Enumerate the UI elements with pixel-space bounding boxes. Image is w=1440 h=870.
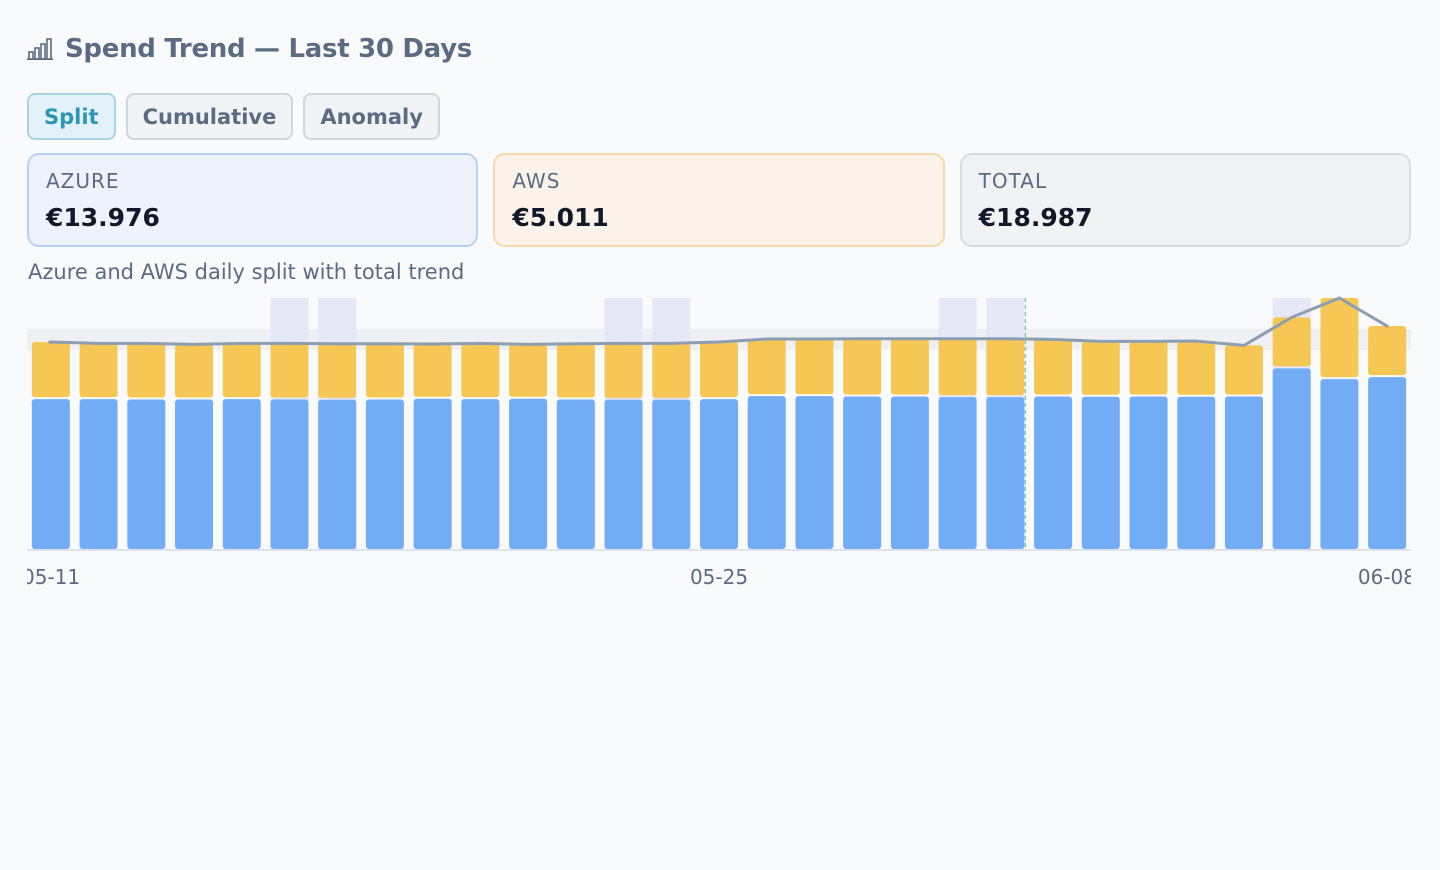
aws-label: AWS xyxy=(512,169,561,193)
bar-aws xyxy=(318,343,357,398)
bar-azure xyxy=(461,399,500,549)
bar-chart-icon xyxy=(27,38,53,60)
bar-aws xyxy=(843,338,882,395)
bar-azure xyxy=(79,399,118,549)
x-tick-label: 05-25 xyxy=(690,565,748,589)
bar-azure xyxy=(509,398,548,549)
bar-aws xyxy=(1081,341,1120,395)
bar-aws xyxy=(127,343,166,398)
bar-aws xyxy=(986,338,1025,396)
bar-aws xyxy=(556,343,595,398)
x-tick-label: 05-11 xyxy=(27,565,80,589)
bar-azure xyxy=(270,399,309,549)
bar-azure xyxy=(175,399,214,549)
bar-aws xyxy=(700,342,738,398)
bar-azure xyxy=(1081,396,1120,549)
bar-aws xyxy=(31,342,70,398)
bar-aws xyxy=(222,343,261,398)
bar-azure xyxy=(890,396,929,549)
bar-azure xyxy=(1034,396,1073,549)
bar-aws xyxy=(270,343,309,398)
bar-azure xyxy=(986,397,1025,549)
bar-azure xyxy=(1177,396,1216,549)
bar-azure xyxy=(1368,377,1407,549)
bar-aws xyxy=(175,344,214,398)
bar-azure xyxy=(413,398,452,549)
tab-cumulative[interactable]: Cumulative xyxy=(125,93,294,140)
azure-label: AZURE xyxy=(46,169,120,193)
bar-aws xyxy=(1224,345,1263,395)
bar-azure xyxy=(652,399,691,549)
bar-aws xyxy=(604,343,643,398)
bar-azure xyxy=(604,399,643,549)
bar-azure xyxy=(938,397,977,549)
bar-azure xyxy=(222,399,261,549)
bar-azure xyxy=(795,396,834,549)
bar-aws xyxy=(890,338,929,395)
total-value: €18.987 xyxy=(978,203,1093,232)
tab-split[interactable]: Split xyxy=(27,93,116,140)
view-tabs: Split Cumulative Anomaly xyxy=(27,93,440,140)
bar-aws xyxy=(938,338,977,396)
bar-azure xyxy=(318,399,357,549)
bar-azure xyxy=(1272,368,1311,549)
bar-azure xyxy=(1129,396,1168,549)
bar-aws xyxy=(79,343,118,398)
azure-value: €13.976 xyxy=(46,203,160,232)
bar-azure xyxy=(747,396,786,549)
series-line-total xyxy=(48,296,1389,347)
page-title: Spend Trend — Last 30 Days xyxy=(65,34,472,64)
bar-azure xyxy=(556,399,595,549)
aws-value: €5.011 xyxy=(512,203,609,232)
bar-aws xyxy=(1129,341,1168,395)
bar-aws xyxy=(747,339,786,395)
bar-aws xyxy=(795,339,834,395)
azure-summary-card: AZURE €13.976 xyxy=(27,153,479,247)
bar-aws xyxy=(1272,317,1311,367)
summary-cards: AZURE €13.976 AWS €5.011 TOTAL €18.987 xyxy=(27,153,1411,247)
header: Spend Trend — Last 30 Days xyxy=(27,31,472,67)
bar-aws xyxy=(365,343,404,398)
bar-aws xyxy=(413,344,452,397)
bar-aws xyxy=(652,343,691,398)
spend-chart: 05-11 05-25 06-08 xyxy=(27,296,1411,596)
bar-aws xyxy=(461,343,500,398)
bar-aws xyxy=(1177,341,1216,395)
bar-azure xyxy=(127,399,166,549)
chart-subtitle: Azure and AWS daily split with total tre… xyxy=(28,260,465,284)
total-summary-card: TOTAL €18.987 xyxy=(959,153,1411,247)
bar-azure xyxy=(1320,379,1359,549)
bar-aws xyxy=(1368,326,1407,376)
aws-summary-card: AWS €5.011 xyxy=(493,153,945,247)
bar-azure xyxy=(1224,396,1263,549)
bar-aws xyxy=(1320,298,1359,378)
tab-anomaly[interactable]: Anomaly xyxy=(303,93,440,140)
spend-chart-svg: 05-11 05-25 06-08 xyxy=(27,296,1411,589)
x-tick-label: 06-08 xyxy=(1358,565,1411,589)
bar-aws xyxy=(509,344,548,397)
bar-azure xyxy=(31,399,70,549)
bar-azure xyxy=(843,396,882,549)
bar-azure xyxy=(365,399,404,549)
total-label: TOTAL xyxy=(978,169,1048,193)
bar-azure xyxy=(700,399,738,549)
bar-aws xyxy=(1034,339,1073,395)
